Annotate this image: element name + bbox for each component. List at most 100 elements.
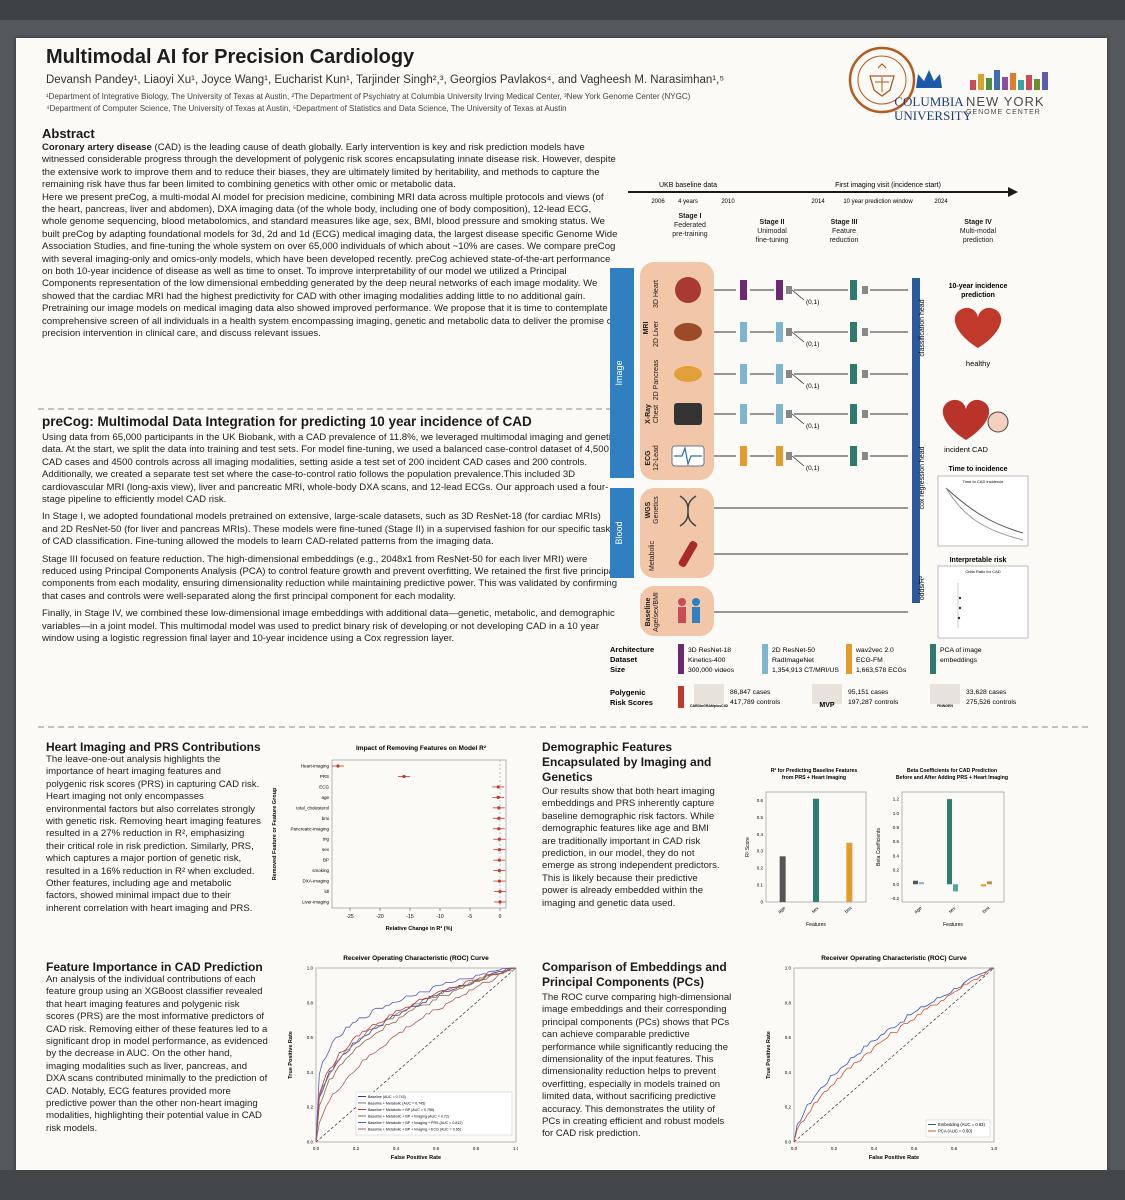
person-male-body bbox=[692, 607, 700, 623]
blood-group-label: Blood bbox=[614, 521, 624, 544]
data-point bbox=[498, 889, 502, 894]
y-tick-label: 1.0 bbox=[893, 811, 900, 816]
pipeline-finetuned-block bbox=[776, 364, 783, 384]
y-axis-label: True Positive Rate bbox=[288, 1031, 294, 1079]
heart-body: The leave-one-out analysis highlights th… bbox=[46, 754, 261, 914]
pipeline-pc-block bbox=[862, 452, 868, 460]
healthy-heart-icon bbox=[954, 307, 1002, 348]
pipeline-pca-block bbox=[850, 280, 857, 300]
legend-entry: Baseline + Metabolic + BP + Imaging + PR… bbox=[368, 1121, 463, 1125]
x-tick-label: -20 bbox=[376, 914, 383, 920]
comparison-body: The ROC curve comparing high-dimensional… bbox=[542, 992, 732, 1140]
arch-legend-swatch bbox=[930, 644, 936, 674]
legend-arch-1: Architecture bbox=[610, 645, 654, 654]
incident-heart-icon bbox=[942, 399, 990, 440]
chart-title: Impact of Removing Features on Model R² bbox=[356, 745, 487, 752]
bar bbox=[953, 884, 958, 892]
pipeline-output-label: (0,1) bbox=[806, 383, 819, 390]
y-tick-label: 0.3 bbox=[757, 849, 764, 854]
y-axis-label: True Positive Rate bbox=[766, 1031, 772, 1079]
blood-tube-icon bbox=[678, 540, 698, 568]
x-tick-label: 0.2 bbox=[353, 1146, 360, 1151]
legend-arch-3: Size bbox=[610, 665, 625, 674]
y-category-label: smoking bbox=[312, 868, 329, 873]
prs-legend-controls: 197,287 controls bbox=[848, 699, 899, 706]
abstract-lead-term: Coronary artery disease bbox=[42, 142, 152, 153]
incidence-title-1: 10-year incidence bbox=[949, 283, 1008, 290]
ut-austin-seal-logo bbox=[848, 46, 916, 114]
data-point bbox=[497, 869, 501, 873]
prs-logo-placeholder bbox=[930, 684, 960, 704]
x-tick-label: sex bbox=[948, 906, 957, 915]
x-tick-label: 0.4 bbox=[393, 1146, 400, 1151]
stage-headers: Stage I Federated pre-training Stage II … bbox=[672, 213, 996, 244]
legend-frame bbox=[925, 1119, 991, 1138]
row-heart-label: 3D Heart bbox=[653, 280, 660, 308]
prs-legend-controls: 417,789 controls bbox=[730, 699, 781, 706]
roc-curve-feature-chart: Receiver Operating Characteristic (ROC) … bbox=[288, 955, 518, 1161]
arch-legend-model: 2D ResNet-50 bbox=[772, 647, 815, 654]
pipeline-output-label: (0,1) bbox=[806, 423, 819, 430]
data-point bbox=[497, 837, 501, 841]
precog-paragraph-4: Finally, in Stage IV, we combined these … bbox=[42, 608, 615, 645]
roc-series-line bbox=[315, 967, 517, 1143]
prs-legend-controls: 275,526 controls bbox=[966, 699, 1017, 706]
year-2024: 2024 bbox=[934, 199, 948, 205]
x-tick-label: 0.0 bbox=[791, 1146, 798, 1151]
y-category-label: bmi bbox=[322, 816, 329, 821]
data-point bbox=[497, 858, 501, 862]
arch-legend-model: 3D ResNet-18 bbox=[688, 647, 731, 654]
dna-icon bbox=[679, 495, 697, 527]
pipeline-pca-block bbox=[850, 322, 857, 342]
pipeline-output-label: (0,1) bbox=[806, 341, 819, 348]
pipeline-embedding-block bbox=[786, 370, 792, 378]
arch-legend-swatch bbox=[846, 644, 852, 674]
pipeline-output-label: (0,1) bbox=[806, 465, 819, 472]
precog-paragraph-3: Stage III focused on feature reduction. … bbox=[42, 553, 618, 602]
y-category-label: PRS bbox=[320, 774, 329, 779]
arch-legend-dataset: ECG-FM bbox=[856, 657, 883, 664]
pipeline-finetuned-block bbox=[776, 280, 783, 300]
stage4-sub2: prediction bbox=[963, 237, 993, 244]
frame-top bbox=[0, 0, 1125, 20]
pipeline-finetuned-block bbox=[776, 446, 783, 466]
bar bbox=[813, 798, 819, 902]
divider bbox=[38, 726, 1088, 728]
y-tick-label: 0.2 bbox=[757, 866, 764, 871]
legend-entry: Baseline + Metabolic + BP + Imaging + EC… bbox=[368, 1128, 461, 1132]
pipeline-model-block bbox=[740, 280, 747, 300]
year-2010: 2010 bbox=[721, 199, 735, 205]
blood-modalities-panel bbox=[640, 488, 714, 578]
prs-label-2: Risk Scores bbox=[610, 698, 653, 707]
legend-entry: Baseline (AUC = 0.743) bbox=[368, 1095, 406, 1099]
x-tick-label: -10 bbox=[436, 914, 443, 920]
roc-curve-embedding-chart: Receiver Operating Characteristic (ROC) … bbox=[766, 955, 998, 1161]
precog-body: Using data from 65,000 participants in t… bbox=[42, 432, 618, 646]
data-point bbox=[496, 795, 500, 799]
prs-legend-swatch bbox=[678, 686, 684, 708]
x-tick-label: 0.0 bbox=[313, 1146, 320, 1151]
data-point bbox=[496, 785, 500, 789]
y-category-label: Heart-imaging bbox=[301, 764, 330, 769]
interp-point-2 bbox=[958, 606, 962, 610]
feature-body: An analysis of the individual contributi… bbox=[46, 974, 268, 1134]
stage1-title: Stage I bbox=[679, 213, 702, 220]
pipeline-output-arrow bbox=[791, 413, 805, 425]
heart-organ-icon bbox=[675, 277, 701, 303]
crown-icon bbox=[916, 70, 942, 88]
arch-legend-dataset: Kinetics-400 bbox=[688, 657, 726, 664]
pipeline-embedding-block bbox=[786, 286, 792, 294]
x-tick-label: sex bbox=[811, 906, 820, 915]
row-12lead-label: 12-Lead bbox=[653, 445, 660, 471]
ecg-wave-icon bbox=[674, 445, 702, 467]
row-wgs-label: WGS bbox=[645, 501, 652, 518]
span-10y: 10 year prediction window bbox=[843, 199, 913, 205]
bar bbox=[779, 856, 786, 902]
legend-entry: Baseline + Metabolic + BP + Imaging (AUC… bbox=[368, 1115, 449, 1119]
data-point bbox=[497, 879, 501, 883]
y-category-label: trig bbox=[323, 837, 330, 842]
incidence-title-2: prediction bbox=[961, 292, 995, 299]
interp-point-3 bbox=[957, 616, 961, 620]
y-tick-label: -0.2 bbox=[891, 896, 899, 901]
columbia-logo-text: COLUMBIA UNIVERSITY bbox=[894, 94, 972, 123]
